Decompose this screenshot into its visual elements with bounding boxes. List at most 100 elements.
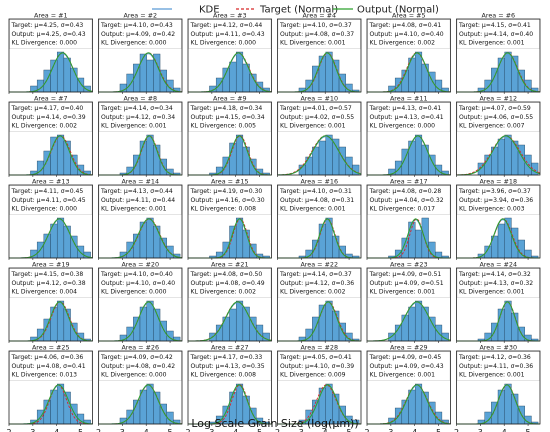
x-tick-label: 5 [347,428,352,432]
kl-divergence-text: KL Divergence: 0.000 [12,206,78,213]
histogram-bar [414,229,423,259]
panel-area-8: Area = #8 Target: μ=4.14, σ=0.34 Output: μ… [98,95,183,177]
histogram-bar [153,225,161,259]
panel-title: Area = #3 [213,12,247,20]
panel-frame [98,184,183,259]
stats-box [9,268,93,298]
stats-box [98,19,182,49]
panel-frame [98,350,183,425]
histogram-bar [421,217,429,259]
target-stats-text: Target: μ=4.10, σ=0.43 [100,22,173,29]
output-stats-text: Output: μ=4.15, σ=0.34 [191,114,265,121]
histogram-bar [325,300,333,342]
histogram-bar [166,245,174,259]
output-stats-text: Output: μ=4.12, σ=0.38 [12,280,86,287]
panel-title: Area = #8 [123,95,157,103]
panel-title: Area = #7 [34,95,68,103]
output-stats-text: Output: μ=4.08, σ=0.41 [12,363,86,370]
stats-box [367,351,451,381]
histogram-bar [50,306,58,342]
output-normal-curve [456,135,541,176]
stats-box [9,185,93,215]
histogram-bar [484,79,492,93]
stats-box [277,268,361,298]
kl-divergence-text: KL Divergence: 0.000 [101,372,167,379]
panel-area-30: Area = #30 Target: μ=4.12, σ=0.36 Output: … [456,344,541,426]
kl-divergence-text: KL Divergence: 0.002 [191,289,257,296]
target-stats-text: Target: μ=4.14, σ=0.32 [458,271,531,278]
panel-title: Area = #5 [392,12,426,20]
x-tick-label: 3 [30,428,35,432]
target-stats-text: Target: μ=4.06, σ=0.36 [11,354,84,361]
histogram-bar [235,300,244,342]
x-tick-label: 4 [144,428,149,432]
kl-divergence-text: KL Divergence: 0.001 [370,372,436,379]
target-stats-text: Target: μ=4.01, σ=0.57 [279,105,352,112]
stats-box [456,351,540,381]
histogram-bar [421,306,429,342]
panel-area-28: Area = #28 Target: μ=4.05, σ=0.41 Output: … [277,344,362,426]
panel-title: Area = #1 [34,12,68,20]
panel-frame [366,350,451,425]
histogram-bar [312,239,320,259]
panel-frame [98,18,183,93]
target-stats-text: Target: μ=4.10, σ=0.37 [279,22,352,29]
panel-area-5: Area = #5 Target: μ=4.08, σ=0.41 Output: μ… [366,12,451,94]
x-tick-label: 4 [54,428,59,432]
histogram-bar [401,314,409,342]
panel-area-16: Area = #16 Target: μ=4.10, σ=0.31 Output: … [277,178,362,260]
histogram-bar [414,51,423,93]
stats-box [456,185,540,215]
panels-grid: Area = #1 Target: μ=4.25, σ=0.43 Output: μ… [8,12,541,426]
histogram-bar [126,73,134,93]
panel-title: Area = #26 [121,344,159,352]
kl-divergence-text: KL Divergence: 0.001 [280,206,346,213]
kl-divergence-text: KL Divergence: 0.002 [370,40,436,47]
output-stats-text: Output: μ=4.08, σ=0.49 [191,280,265,287]
panel-frame [8,267,93,342]
panel-area-6: Area = #6 Target: μ=4.15, σ=0.41 Output: μ… [456,12,541,94]
panel-title: Area = #25 [32,344,70,352]
histogram-bar [63,57,71,93]
panel-area-12: Area = #12 Target: μ=4.07, σ=0.59 Output: … [456,95,541,177]
output-stats-text: Output: μ=4.14, σ=0.39 [12,114,86,121]
panel-title: Area = #30 [479,344,517,352]
output-stats-text: Output: μ=4.25, σ=0.43 [12,31,86,38]
output-stats-text: Output: μ=4.04, σ=0.32 [370,197,444,204]
panel-frame [187,18,272,93]
panel-frame [187,267,272,342]
panel-area-15: Area = #15 Target: μ=4.19, σ=0.30 Output: … [187,178,272,260]
output-stats-text: Output: μ=4.11, σ=0.36 [459,363,533,370]
stats-box [98,102,182,132]
legend: KDE Target (Normal) Output (Normal) [152,5,439,16]
histogram-bar [428,316,436,342]
panel-title: Area = #12 [479,95,517,103]
panel-frame [277,184,362,259]
stats-box [188,185,272,215]
histogram-bar [235,51,244,93]
legend-target-label: Target (Normal) [259,5,338,16]
histogram-bar [524,154,532,176]
histogram-bar [256,324,264,342]
panel-frame [366,101,451,176]
output-stats-text: Output: μ=4.13, σ=0.32 [459,280,533,287]
x-tick-label: 5 [78,428,83,432]
histogram-bar [318,223,326,259]
output-stats-text: Output: μ=4.09, σ=0.43 [370,363,444,370]
histogram-bar [332,138,340,176]
panel-area-3: Area = #3 Target: μ=4.12, σ=0.44 Output: μ… [187,12,272,94]
output-stats-text: Output: μ=4.10, σ=0.39 [280,363,354,370]
x-tick-label: 5 [436,428,441,432]
histogram-bar [394,160,403,176]
histogram-bar [146,383,154,425]
output-stats-text: Output: μ=3.94, σ=0.36 [459,197,533,204]
histogram-bar [504,300,512,342]
panel-area-9: Area = #9 Target: μ=4.18, σ=0.34 Output: μ… [187,95,272,177]
histogram-bar [504,134,512,176]
histogram-bar [497,389,505,425]
histogram-bar [235,134,244,176]
kl-divergence-text: KL Divergence: 0.000 [191,40,257,47]
panel-title: Area = #21 [211,261,249,269]
panel-title: Area = #6 [481,12,515,20]
histogram-bar [63,225,71,259]
